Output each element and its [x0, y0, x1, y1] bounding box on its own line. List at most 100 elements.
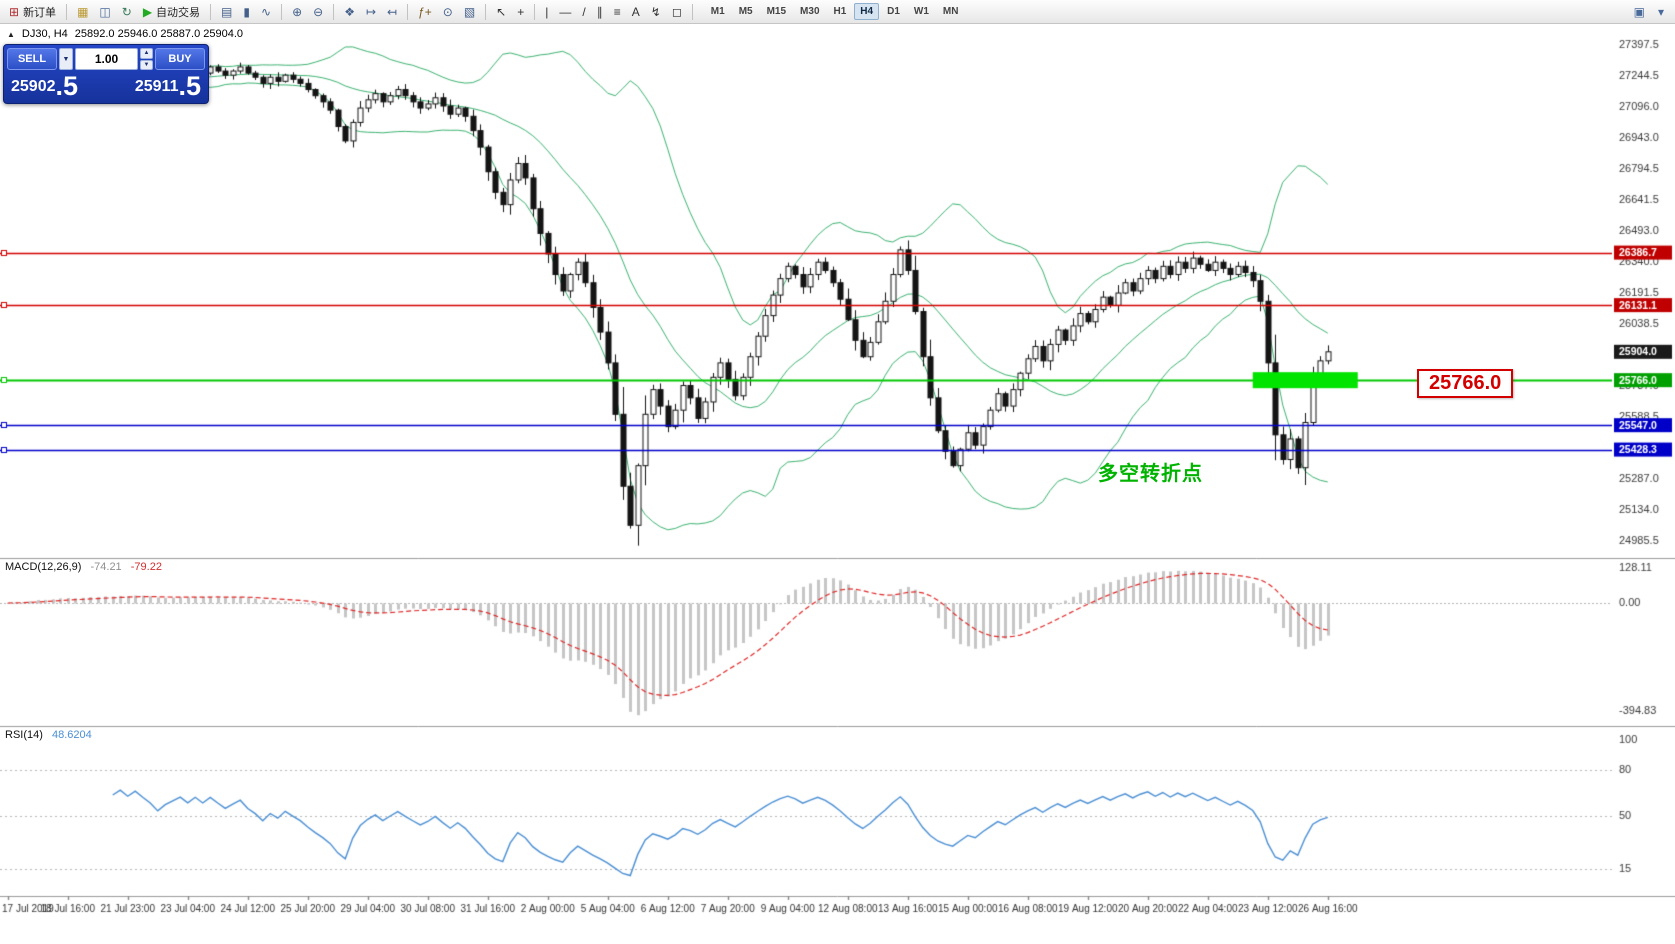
line-chart-icon: ∿: [261, 4, 272, 19]
horizontal-line-icon: —: [559, 4, 572, 19]
channel-button[interactable]: ∥: [592, 2, 608, 22]
rsi-indicator-label: RSI(14) 48.6204: [5, 729, 92, 741]
symbol-info: ▲ DJ30, H4 25892.0 25946.0 25887.0 25904…: [7, 28, 243, 40]
timeframe-mn-button[interactable]: MN: [942, 6, 959, 17]
market-watch-icon: ◫: [99, 4, 111, 19]
buy-price-fraction: .5: [178, 71, 201, 101]
auto-scroll-button[interactable]: ↦: [361, 2, 381, 22]
timeframe-h1-button[interactable]: H1: [833, 6, 847, 17]
periods-icon: ⊙: [442, 4, 453, 19]
text-icon: A: [631, 4, 640, 19]
cursor-button[interactable]: ↖: [491, 2, 511, 22]
line-chart-button[interactable]: ∿: [256, 2, 276, 22]
chart-window: ▲ DJ30, H4 25892.0 25946.0 25887.0 25904…: [0, 24, 1675, 944]
toolbar-separator: [407, 3, 409, 20]
chart-shift-icon: ↤: [387, 4, 398, 19]
refresh-icon: ↻: [121, 4, 132, 19]
turning-point-annotation[interactable]: 多空转折点: [1098, 463, 1203, 485]
zoom-out-button[interactable]: ⊖: [308, 2, 328, 22]
new-order-icon: ⊞: [9, 4, 20, 19]
volume-down-icon[interactable]: ▼: [140, 59, 153, 70]
bar-chart-button[interactable]: ▤: [216, 2, 237, 22]
toolbar-separator: [281, 3, 283, 20]
fibonacci-icon: ≡: [613, 4, 621, 19]
vertical-line-button[interactable]: |: [540, 2, 553, 22]
toolbar-separator: [485, 3, 487, 20]
auto-trading-button[interactable]: ▶ 自动交易: [138, 2, 205, 22]
templates-icon: ▧: [463, 4, 476, 19]
profiles-button[interactable]: ▦: [72, 2, 93, 22]
sell-button[interactable]: SELL: [7, 48, 57, 70]
volume-input[interactable]: 1.00: [75, 48, 138, 70]
text-button[interactable]: A: [627, 2, 645, 22]
symbol-ohlc: 25892.0 25946.0 25887.0 25904.0: [74, 28, 243, 40]
timeframe-w1-button[interactable]: W1: [913, 6, 929, 17]
shapes-icon: ◻: [671, 4, 682, 19]
timeframe-h4-button[interactable]: H4: [854, 3, 880, 20]
channel-icon: ∥: [596, 4, 603, 19]
rsi-name: RSI(14): [5, 729, 43, 741]
new-chart-icon: ▣: [1633, 4, 1645, 19]
zoom-in-icon: ⊕: [292, 4, 303, 19]
market-watch-button[interactable]: ◫: [94, 2, 115, 22]
zoom-in-button[interactable]: ⊕: [287, 2, 307, 22]
toolbar-separator: [691, 3, 693, 20]
window-menu-button[interactable]: ▾: [1653, 2, 1669, 22]
timeframe-m30-button[interactable]: M30: [800, 6, 820, 17]
horizontal-line-button[interactable]: —: [554, 2, 576, 22]
trade-panel-prices: 25902 .5 25911 .5: [7, 70, 205, 100]
tile-windows-button[interactable]: ❖: [339, 2, 360, 22]
collapse-panel-icon[interactable]: ▲: [7, 29, 15, 39]
vertical-line-icon: |: [545, 4, 549, 19]
auto-scroll-icon: ↦: [365, 4, 377, 19]
timeframe-d1-button[interactable]: D1: [887, 6, 900, 17]
arrows-button[interactable]: ↯: [646, 2, 666, 22]
indicators-button[interactable]: ƒ+: [413, 2, 437, 22]
price-callout-label[interactable]: 25766.0: [1417, 369, 1514, 398]
toolbar-separator: [534, 3, 536, 20]
templates-button[interactable]: ▧: [459, 2, 480, 22]
buy-button[interactable]: BUY: [155, 48, 205, 70]
candlestick-chart-button[interactable]: ▮: [238, 2, 255, 22]
toolbar-separator: [66, 3, 68, 20]
refresh-button[interactable]: ↻: [117, 2, 137, 22]
toolbar-separator: [210, 3, 212, 20]
new-order-button-label: 新订单: [23, 6, 57, 19]
new-order-button[interactable]: ⊞ 新订单: [4, 2, 61, 22]
indicators-icon: ƒ+: [418, 4, 432, 19]
trade-panel-controls: SELL ▼ 1.00 ▲ ▼ BUY: [7, 48, 205, 70]
timeframe-m5-button[interactable]: M5: [738, 6, 753, 17]
volume-up-icon[interactable]: ▲: [140, 48, 153, 59]
main-toolbar: ⊞ 新订单 ▦ ◫ ↻ ▶ 自动交易 ▤ ▮ ∿ ⊕ ⊖ ❖ ↦ ↤ ƒ+ ⊙ ▧ ↖ + | — / ∥ ≡ A ↯ ◻ M1 M5 M…: [0, 0, 1675, 24]
trendline-icon: /: [582, 4, 586, 19]
crosshair-icon: +: [517, 4, 525, 19]
shapes-button[interactable]: ◻: [667, 2, 687, 22]
timeframe-m1-button[interactable]: M1: [710, 6, 725, 17]
profiles-icon: ▦: [77, 4, 89, 19]
window-menu-icon: ▾: [1657, 4, 1664, 19]
price-chart-canvas[interactable]: [0, 24, 1675, 944]
sell-price-main: 25902: [11, 78, 56, 95]
fibonacci-button[interactable]: ≡: [609, 2, 626, 22]
one-click-trading-panel: SELL ▼ 1.00 ▲ ▼ BUY 25902 .5 25911 .5: [3, 44, 209, 104]
new-chart-button[interactable]: ▣: [1629, 2, 1650, 22]
sell-price-fraction: .5: [55, 71, 79, 101]
symbol-title: DJ30, H4: [21, 28, 68, 40]
sell-price[interactable]: 25902 .5: [11, 71, 79, 101]
volume-spinner: ▲ ▼: [140, 48, 153, 70]
periods-button[interactable]: ⊙: [438, 2, 458, 22]
trendline-button[interactable]: /: [577, 2, 590, 22]
chart-shift-button[interactable]: ↤: [382, 2, 402, 22]
arrows-icon: ↯: [650, 4, 661, 19]
toolbar-separator: [333, 3, 335, 20]
buy-price[interactable]: 25911 .5: [135, 71, 201, 101]
toolbar-right-group: ▣ ▾: [1629, 2, 1671, 22]
auto-trading-icon: ▶: [142, 4, 153, 19]
cursor-icon: ↖: [496, 4, 507, 19]
volume-decrease-button[interactable]: ▼: [59, 48, 73, 70]
crosshair-button[interactable]: +: [512, 2, 529, 22]
timeframe-m15-button[interactable]: M15: [766, 6, 787, 17]
zoom-out-icon: ⊖: [313, 4, 324, 19]
toolbar-left-group: ⊞ 新订单 ▦ ◫ ↻ ▶ 自动交易 ▤ ▮ ∿ ⊕ ⊖ ❖ ↦ ↤ ƒ+ ⊙ ▧ ↖ + | — / ∥ ≡ A ↯ ◻: [4, 2, 697, 22]
